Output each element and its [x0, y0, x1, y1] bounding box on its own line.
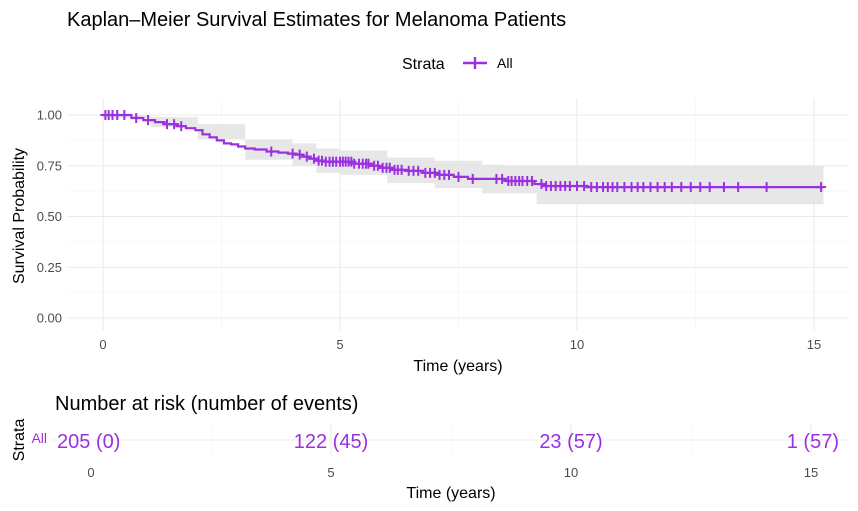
plot-grid	[67, 98, 848, 330]
x-tick-label: 5	[336, 337, 343, 352]
y-tick-label: 1.00	[37, 108, 62, 123]
risk-table-value: 23 (57)	[539, 431, 602, 453]
censor-mark	[467, 173, 478, 184]
y-tick-label: 0.50	[37, 209, 62, 224]
x-tick-label: 15	[807, 337, 821, 352]
censor-mark	[294, 149, 305, 160]
censor-mark	[718, 182, 729, 193]
risk-table-x-ticks: 0 5 10 15	[87, 465, 818, 480]
legend-entry-label: All	[497, 55, 513, 71]
risk-table-title: Number at risk (number of events)	[55, 393, 358, 415]
censor-mark	[695, 182, 706, 193]
x-tick-label: 10	[570, 337, 584, 352]
censor-mark	[497, 173, 508, 184]
y-axis-title: Survival Probability	[11, 148, 28, 284]
censor-mark	[131, 113, 142, 124]
risk-table-strata-label: All	[31, 430, 47, 446]
x-tick-label: 0	[99, 337, 106, 352]
censor-mark	[579, 181, 590, 192]
risk-x-tick-label: 0	[87, 465, 94, 480]
confidence-band-area	[103, 115, 824, 205]
x-axis-title: Time (years)	[413, 358, 502, 375]
legend: Strata All	[402, 55, 513, 73]
confidence-band	[103, 115, 824, 205]
censor-mark	[453, 171, 464, 182]
x-axis-ticks: 0 5 10 15	[99, 337, 821, 352]
censor-mark	[526, 175, 537, 186]
censor-mark	[676, 182, 687, 193]
censor-mark	[685, 182, 696, 193]
risk-table-value: 122 (45)	[294, 431, 369, 453]
y-tick-label: 0.75	[37, 158, 62, 173]
censor-mark	[143, 115, 154, 126]
censor-mark	[287, 148, 298, 159]
censor-mark	[396, 164, 407, 175]
censor-mark	[176, 121, 187, 132]
censor-mark	[429, 167, 440, 178]
censor-mark	[816, 182, 827, 193]
risk-table-value: 205 (0)	[57, 431, 120, 453]
risk-x-tick-label: 10	[564, 465, 578, 480]
censor-mark	[372, 160, 383, 171]
censor-mark	[363, 158, 374, 169]
risk-table-grid	[52, 423, 848, 457]
chart-title: Kaplan–Meier Survival Estimates for Mela…	[67, 9, 566, 31]
censor-mark	[761, 182, 772, 193]
censor-mark	[266, 146, 277, 157]
censor-mark	[308, 153, 319, 164]
risk-x-tick-label: 15	[804, 465, 818, 480]
censor-mark	[536, 179, 547, 190]
legend-title: Strata	[402, 56, 445, 73]
censor-mark	[704, 182, 715, 193]
risk-table-y-title: Strata	[11, 419, 28, 462]
censor-mark	[666, 182, 677, 193]
censor-marks	[100, 110, 827, 193]
y-tick-label: 0.25	[37, 260, 62, 275]
censor-mark	[444, 169, 455, 180]
risk-table-x-title: Time (years)	[406, 485, 495, 502]
censor-mark	[733, 182, 744, 193]
censor-mark	[301, 151, 312, 162]
risk-table-values: 205 (0) 122 (45) 23 (57) 1 (57)	[57, 431, 839, 453]
y-axis-ticks: 0.00 0.25 0.50 0.75 1.00	[37, 108, 62, 326]
y-tick-label: 0.00	[37, 311, 62, 326]
risk-x-tick-label: 5	[327, 465, 334, 480]
censor-mark	[413, 165, 424, 176]
censor-mark	[169, 119, 180, 130]
risk-table-value: 1 (57)	[787, 431, 839, 453]
censor-mark	[384, 162, 395, 173]
censor-mark	[119, 110, 130, 120]
